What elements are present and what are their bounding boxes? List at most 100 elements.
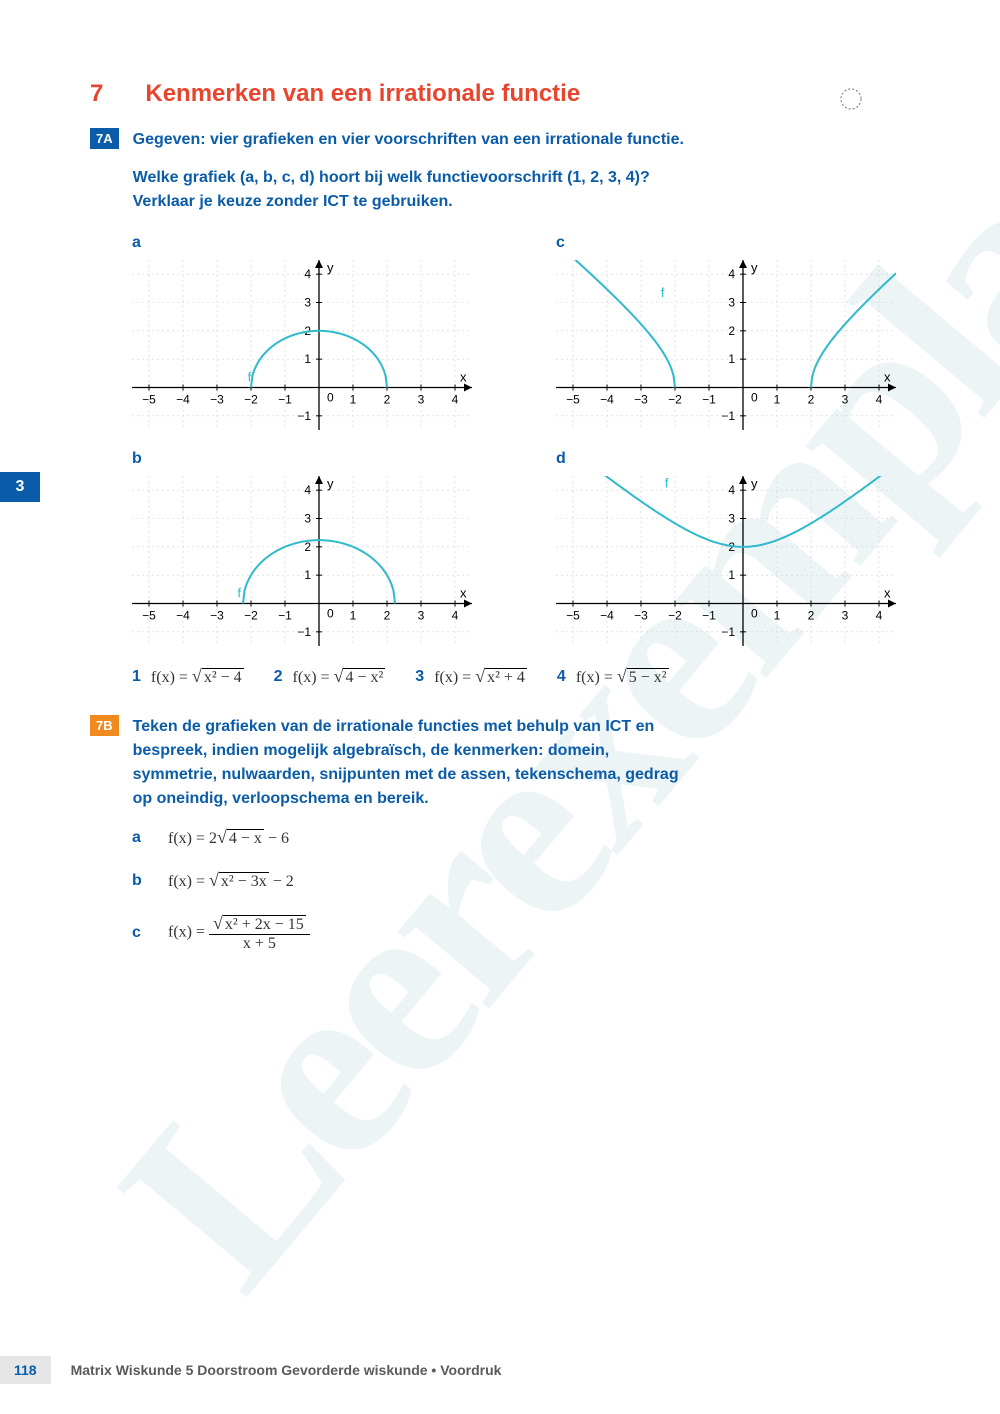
formula-row: 1 f(x) = √x² − 4 2 f(x) = √4 − x² 3 f(x)… xyxy=(132,666,930,687)
chart-b-label: b xyxy=(132,450,506,468)
svg-text:3: 3 xyxy=(418,393,425,407)
svg-text:1: 1 xyxy=(774,609,781,623)
svg-text:1: 1 xyxy=(728,568,735,582)
ex-c-den: x + 5 xyxy=(239,935,280,953)
svg-text:4: 4 xyxy=(728,267,735,281)
svg-text:3: 3 xyxy=(842,609,849,623)
svg-text:−1: −1 xyxy=(297,409,311,423)
svg-text:f: f xyxy=(665,476,669,490)
ex-b-pre: f(x) = xyxy=(168,873,209,890)
formula-1: 1 f(x) = √x² − 4 xyxy=(132,666,244,687)
svg-text:−4: −4 xyxy=(600,609,614,623)
svg-text:x: x xyxy=(884,370,891,385)
chart-c-label: c xyxy=(556,234,930,252)
chart-a: −5−4−3−2−11234−112340xyf xyxy=(132,260,472,430)
svg-text:−3: −3 xyxy=(634,609,648,623)
badge-7b: 7B xyxy=(90,715,119,736)
f3-pre: f(x) = xyxy=(434,669,475,686)
svg-text:−4: −4 xyxy=(176,393,190,407)
badge-7a: 7A xyxy=(90,128,119,149)
svg-text:1: 1 xyxy=(350,393,357,407)
svg-text:−1: −1 xyxy=(702,393,716,407)
svg-text:2: 2 xyxy=(384,393,391,407)
chart-a-label: a xyxy=(132,234,506,252)
ex-b-under: x² − 3x xyxy=(219,872,269,890)
svg-text:f: f xyxy=(661,285,665,300)
charts-grid: a −5−4−3−2−11234−112340xyf c −5−4−3−2−11… xyxy=(132,234,930,646)
svg-text:1: 1 xyxy=(728,352,735,366)
question-7a-text: Gegeven: vier grafieken en vier voorschr… xyxy=(133,128,930,214)
formula-3: 3 f(x) = √x² + 4 xyxy=(415,666,527,687)
svg-text:y: y xyxy=(327,476,334,491)
svg-text:4: 4 xyxy=(728,483,735,497)
svg-text:3: 3 xyxy=(728,296,735,310)
svg-text:0: 0 xyxy=(327,391,334,405)
svg-text:1: 1 xyxy=(774,393,781,407)
q7a-line2: Welke grafiek (a, b, c, d) hoort bij wel… xyxy=(133,166,930,190)
svg-text:−4: −4 xyxy=(600,393,614,407)
svg-text:−3: −3 xyxy=(210,393,224,407)
svg-text:−1: −1 xyxy=(721,625,735,639)
f4-pre: f(x) = xyxy=(576,669,617,686)
svg-text:−5: −5 xyxy=(142,393,156,407)
formula-1-num: 1 xyxy=(132,668,141,686)
f2-pre: f(x) = xyxy=(293,669,334,686)
section-number: 7 xyxy=(90,80,103,108)
svg-text:y: y xyxy=(751,476,758,491)
svg-text:3: 3 xyxy=(842,393,849,407)
formula-2-num: 2 xyxy=(274,668,283,686)
question-7b-text: Teken de grafieken van de irrationale fu… xyxy=(133,715,693,811)
svg-text:−1: −1 xyxy=(702,609,716,623)
svg-text:x: x xyxy=(460,370,467,385)
svg-text:1: 1 xyxy=(304,568,311,582)
footer-text: Matrix Wiskunde 5 Doorstroom Gevorderde … xyxy=(71,1362,502,1378)
svg-text:−1: −1 xyxy=(278,609,292,623)
svg-text:−5: −5 xyxy=(566,609,580,623)
ex-c-letter: c xyxy=(132,924,148,942)
svg-text:−1: −1 xyxy=(721,409,735,423)
svg-text:3: 3 xyxy=(728,512,735,526)
ex-a-pre: f(x) = 2 xyxy=(168,830,217,847)
svg-text:4: 4 xyxy=(876,393,883,407)
svg-text:1: 1 xyxy=(304,352,311,366)
page-number: 118 xyxy=(0,1356,51,1384)
ex-b-post: − 2 xyxy=(269,873,294,890)
svg-text:3: 3 xyxy=(304,296,311,310)
svg-text:−3: −3 xyxy=(210,609,224,623)
svg-text:4: 4 xyxy=(452,609,459,623)
svg-text:2: 2 xyxy=(808,609,815,623)
svg-text:3: 3 xyxy=(304,512,311,526)
svg-text:2: 2 xyxy=(728,324,735,338)
svg-text:4: 4 xyxy=(304,483,311,497)
svg-text:−2: −2 xyxy=(668,609,682,623)
ex-b-letter: b xyxy=(132,872,148,890)
svg-text:−5: −5 xyxy=(566,393,580,407)
f4-under: 5 − x² xyxy=(627,668,669,686)
svg-text:f: f xyxy=(248,370,252,385)
chart-d-label: d xyxy=(556,450,930,468)
chart-b: −5−4−3−2−11234−112340xyf xyxy=(132,476,472,646)
svg-text:y: y xyxy=(751,260,758,275)
svg-text:1: 1 xyxy=(350,609,357,623)
svg-text:0: 0 xyxy=(751,607,758,621)
f3-under: x² + 4 xyxy=(485,668,527,686)
svg-text:x: x xyxy=(884,586,891,601)
svg-text:−3: −3 xyxy=(634,393,648,407)
svg-text:4: 4 xyxy=(452,393,459,407)
svg-text:0: 0 xyxy=(751,391,758,405)
svg-text:4: 4 xyxy=(304,267,311,281)
ex-c-pre: f(x) = xyxy=(168,924,209,941)
ex-a-post: − 6 xyxy=(264,830,289,847)
exercise-c: c f(x) = √x² + 2x − 15 x + 5 xyxy=(132,913,930,953)
exercise-a: a f(x) = 2√4 − x − 6 xyxy=(132,827,930,848)
formula-3-num: 3 xyxy=(415,668,424,686)
f1-pre: f(x) = xyxy=(151,669,192,686)
ex-a-letter: a xyxy=(132,829,148,847)
formula-2: 2 f(x) = √4 − x² xyxy=(274,666,386,687)
chart-c: −5−4−3−2−11234−112340xyf xyxy=(556,260,896,430)
formula-4: 4 f(x) = √5 − x² xyxy=(557,666,669,687)
exercise-b: b f(x) = √x² − 3x − 2 xyxy=(132,870,930,891)
svg-text:2: 2 xyxy=(808,393,815,407)
f1-under: x² − 4 xyxy=(202,668,244,686)
svg-text:−4: −4 xyxy=(176,609,190,623)
